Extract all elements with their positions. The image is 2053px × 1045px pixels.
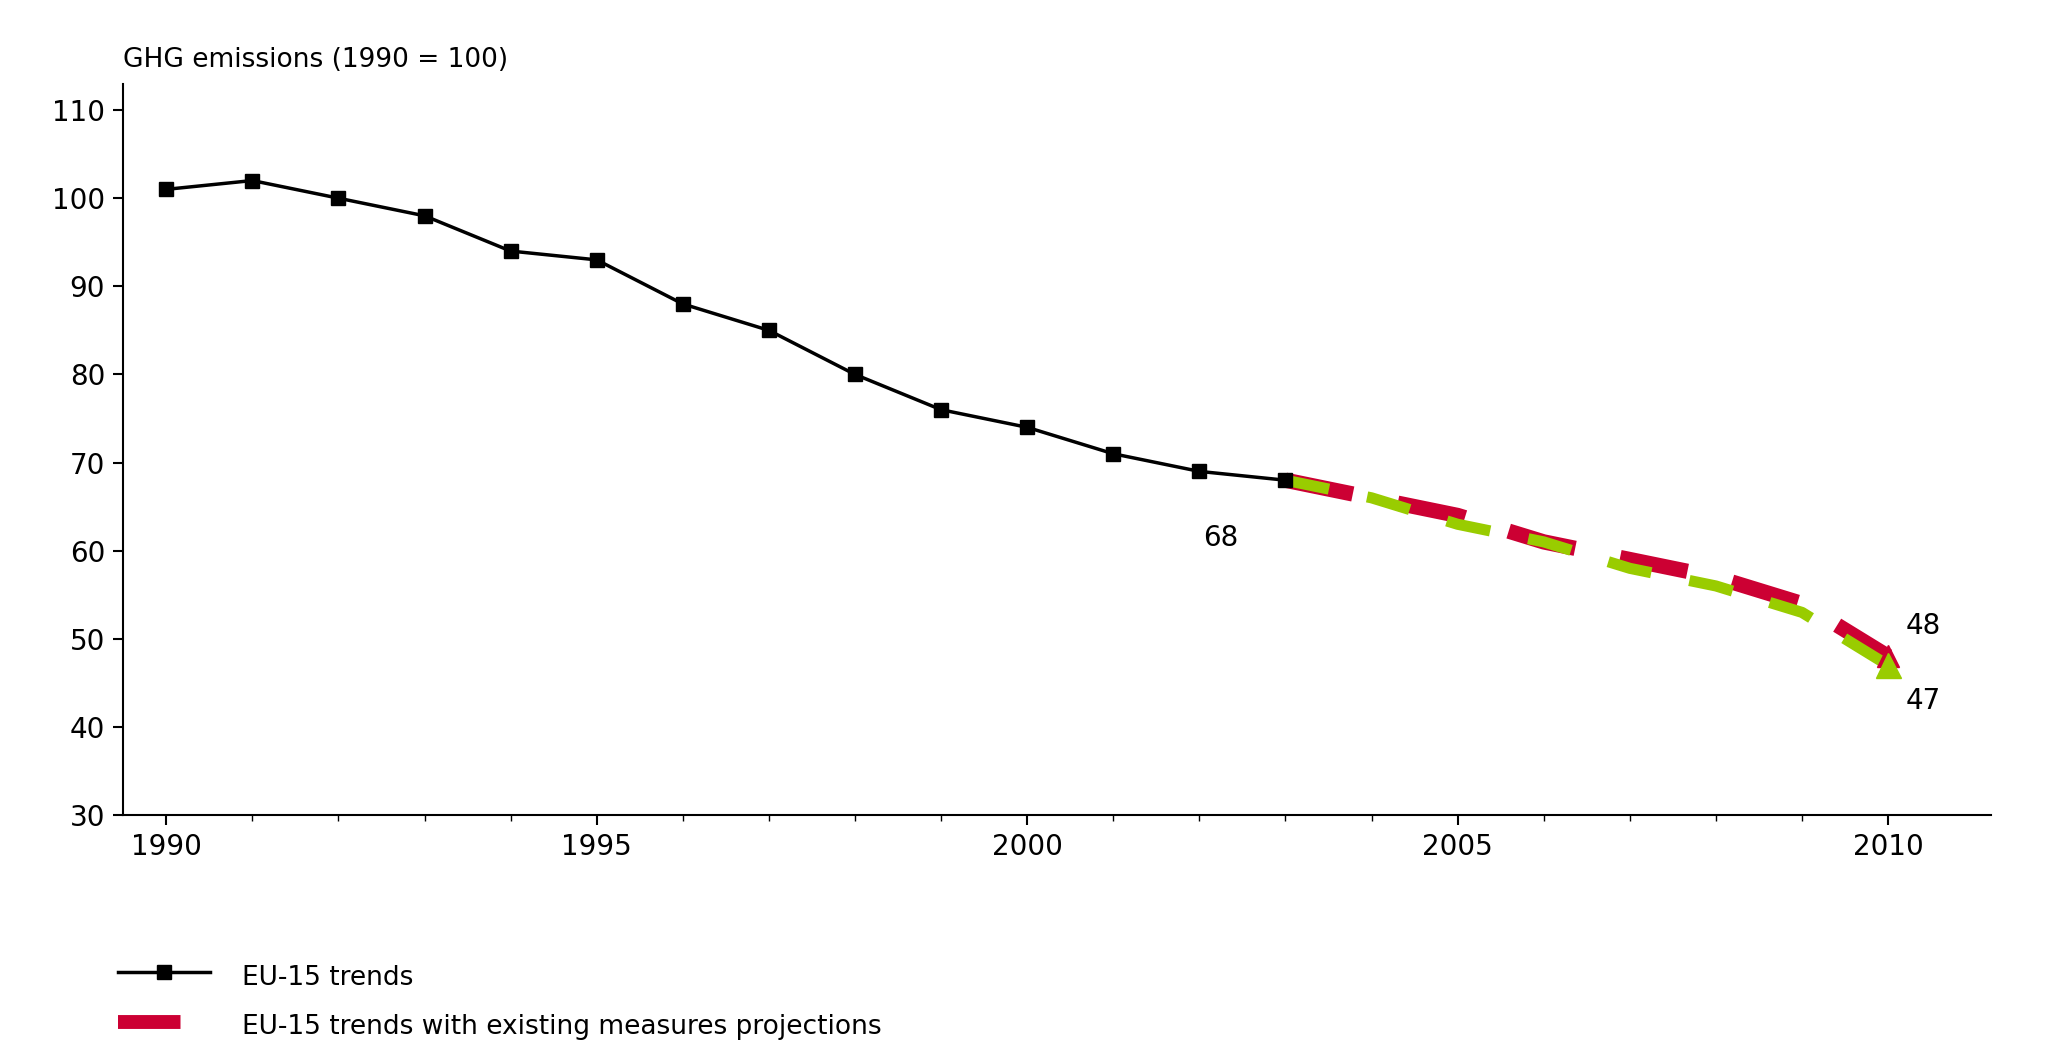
Text: 68: 68 bbox=[1203, 525, 1238, 552]
Text: 48: 48 bbox=[1905, 611, 1940, 640]
Text: 47: 47 bbox=[1905, 687, 1940, 715]
Text: GHG emissions (1990 = 100): GHG emissions (1990 = 100) bbox=[123, 47, 509, 73]
Legend: EU-15 trends, EU-15 trends with existing measures projections, EU-15 trends with: EU-15 trends, EU-15 trends with existing… bbox=[117, 960, 909, 1045]
